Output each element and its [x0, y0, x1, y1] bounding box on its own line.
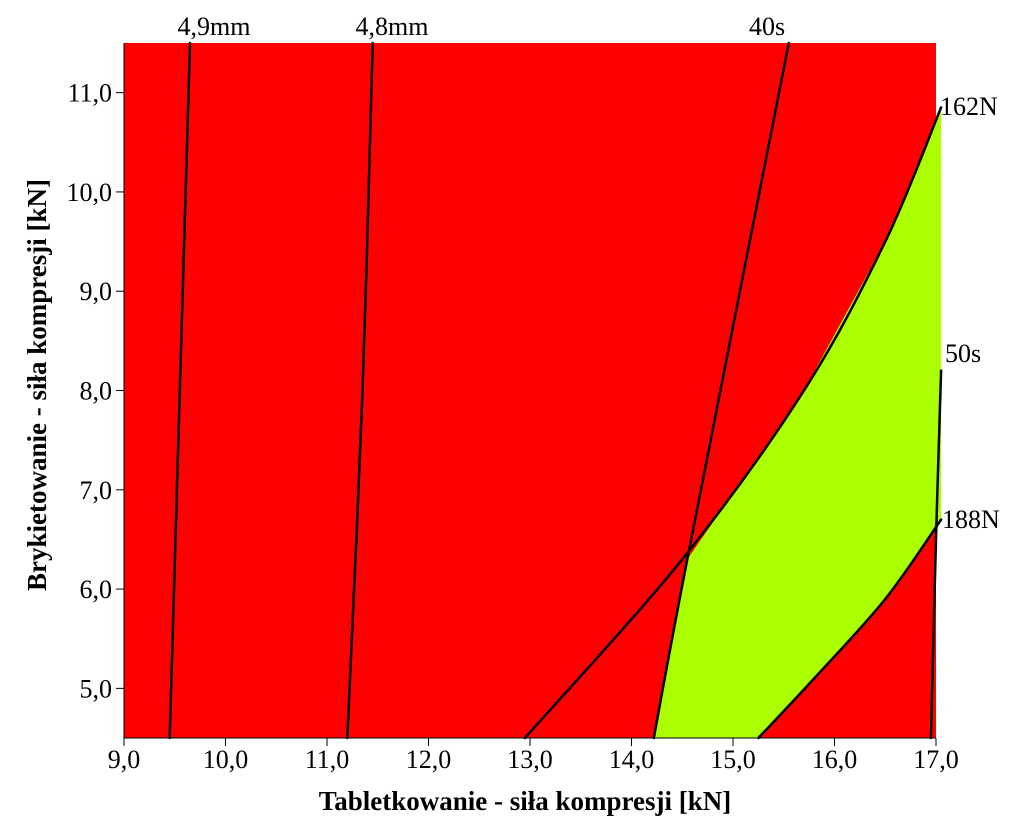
contour-label-40s: 40s — [749, 12, 785, 41]
x-tick-label: 10,0 — [203, 745, 249, 774]
contour-labels: 4,9mm 4,8mm 40s 162N 50s 188N — [178, 12, 1000, 534]
x-tick-label: 17,0 — [913, 745, 959, 774]
x-axis-title: Tabletkowanie - siła kompresji [kN] — [319, 786, 732, 816]
y-tick-label: 11,0 — [67, 79, 112, 108]
x-tick-label: 16,0 — [812, 745, 858, 774]
contour-line-4-9mm — [168, 41, 192, 740]
y-tick-label: 10,0 — [67, 178, 113, 207]
x-tick-label: 11,0 — [305, 745, 350, 774]
x-tick-label: 13,0 — [507, 745, 553, 774]
x-tick-label: 12,0 — [406, 745, 452, 774]
plot-area — [124, 41, 943, 740]
contour-label-162n: 162N — [940, 92, 998, 121]
y-axis-title: Brykietowanie - siła kompresji [kN] — [22, 179, 52, 591]
contour-line-4-8mm — [346, 41, 374, 740]
contour-label-188n: 188N — [942, 505, 1000, 534]
y-tick-label: 8,0 — [80, 377, 113, 406]
contour-line-50s — [929, 369, 943, 740]
contour-lines — [168, 41, 943, 740]
x-tick-label: 15,0 — [710, 745, 756, 774]
contour-label-4-9mm: 4,9mm — [178, 12, 251, 41]
axes: 9,0 10,0 11,0 12,0 13,0 14,0 15,0 16,0 17,0 5,0 6,… — [67, 43, 959, 774]
x-tick-label: 9,0 — [108, 745, 141, 774]
y-tick-label: 7,0 — [80, 476, 113, 505]
x-tick-label: 14,0 — [609, 745, 655, 774]
y-tick-label: 5,0 — [80, 674, 113, 703]
y-tick-label: 6,0 — [80, 575, 113, 604]
contour-label-4-8mm: 4,8mm — [356, 12, 429, 41]
design-space-region — [653, 107, 942, 738]
contour-label-50s: 50s — [945, 339, 981, 368]
contour-line-188n — [757, 518, 943, 740]
y-tick-label: 9,0 — [80, 277, 113, 306]
contour-line-40s — [652, 41, 791, 740]
contour-line-162n — [523, 106, 943, 740]
